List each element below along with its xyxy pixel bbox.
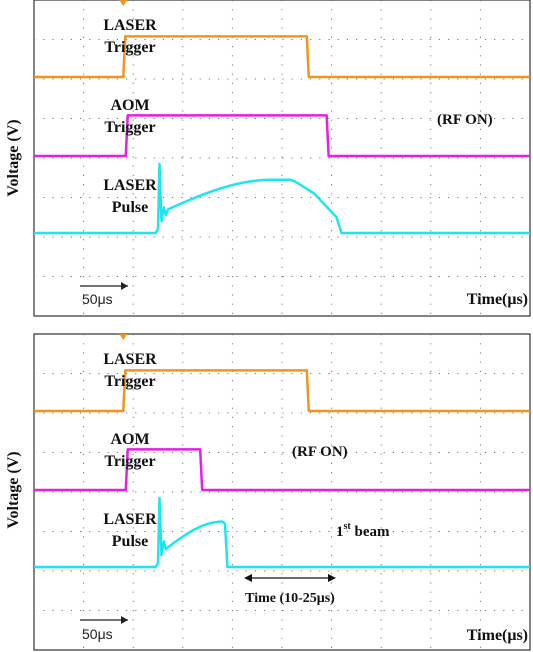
laser-trigger-label-line2: Trigger xyxy=(104,39,155,56)
laser-pulse-trace xyxy=(34,162,530,235)
scale-bar: 50μs xyxy=(80,616,128,642)
rf-on-annotation: (RF ON) xyxy=(437,112,493,128)
first-beam-annotation: 1st beam xyxy=(336,521,390,540)
scale-bar: 50μs xyxy=(80,282,128,307)
aom-trigger-label-line2: Trigger xyxy=(104,119,155,136)
aom-trigger-label-line2: Trigger xyxy=(104,453,155,470)
laser-trigger-label-line1: LASER xyxy=(103,17,157,34)
laser-pulse-label-line1: LASER xyxy=(103,511,157,528)
aom-trigger-trace xyxy=(34,448,530,492)
trigger-marker xyxy=(119,0,128,6)
time-range-label: Time (10-25μs) xyxy=(245,591,335,606)
top-panel-grid xyxy=(34,0,530,316)
laser-pulse-trace xyxy=(34,496,530,569)
aom-trigger-label-line1: AOM xyxy=(110,431,149,448)
y-axis-label: Voltage (V) xyxy=(5,451,22,528)
laser-pulse-label-line2: Pulse xyxy=(112,199,148,216)
x-axis-label: Time(μs) xyxy=(467,627,528,644)
first-beam-number: 1 xyxy=(336,524,344,540)
time-range-arrow xyxy=(244,574,336,582)
rf-on-annotation: (RF ON) xyxy=(292,444,348,460)
first-beam-rest: beam xyxy=(351,524,390,540)
bottom-panel-frame xyxy=(33,333,531,651)
x-axis-label: Time(μs) xyxy=(467,291,528,308)
scale-bar-label: 50μs xyxy=(82,291,113,307)
laser-trigger-trace xyxy=(34,369,530,413)
top-panel-frame xyxy=(33,0,531,317)
top-panel: LASER Trigger AOM Trigger (RF ON) LASER … xyxy=(5,0,531,317)
y-axis-label: Voltage (V) xyxy=(5,119,22,196)
aom-trigger-label-line1: AOM xyxy=(110,97,149,114)
bottom-panel-traces xyxy=(34,369,530,569)
bottom-panel: LASER Trigger AOM Trigger (RF ON) LASER … xyxy=(5,333,531,651)
trigger-marker xyxy=(119,334,128,340)
laser-pulse-label-line1: LASER xyxy=(103,177,157,194)
laser-trigger-trace xyxy=(34,35,530,79)
scale-bar-label: 50μs xyxy=(82,626,113,642)
laser-trigger-label-line1: LASER xyxy=(103,351,157,368)
top-panel-traces xyxy=(34,35,530,235)
aom-trigger-trace xyxy=(34,114,530,158)
laser-pulse-label-line2: Pulse xyxy=(112,533,148,550)
first-beam-superscript: st xyxy=(344,521,352,532)
bottom-panel-grid xyxy=(34,334,530,650)
laser-trigger-label-line2: Trigger xyxy=(104,373,155,390)
